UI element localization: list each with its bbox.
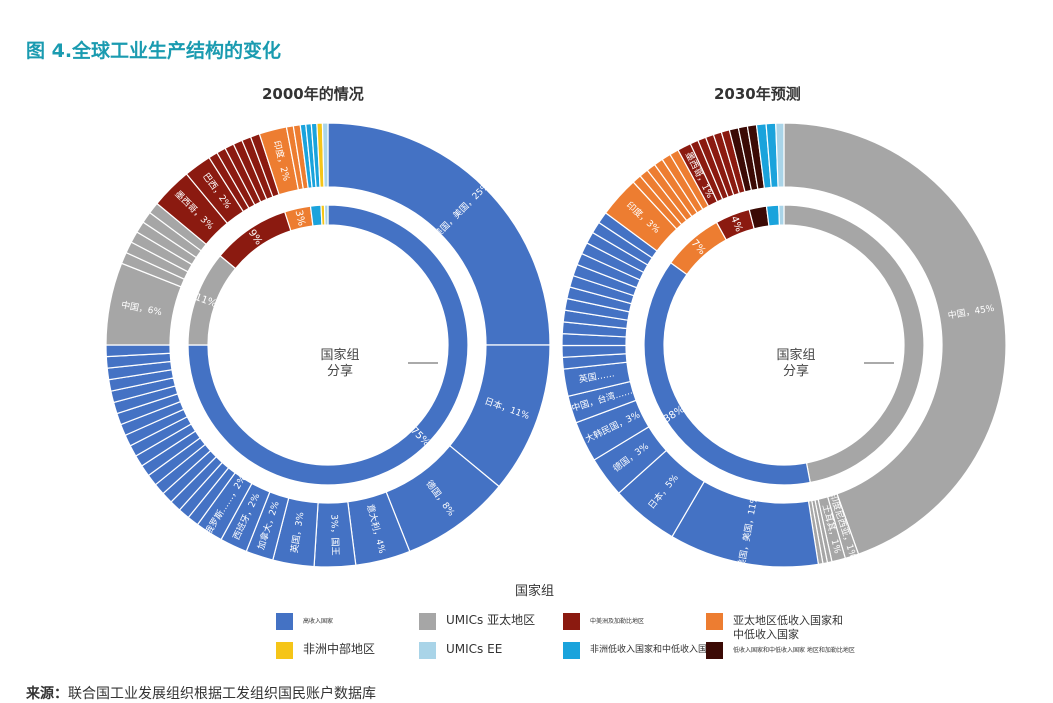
- legend-swatch-umics-ee: [419, 642, 436, 659]
- legend-item-latam: 中美洲及加勒比地区: [563, 613, 644, 630]
- legend-item-umics-ee: UMICs EE: [419, 642, 502, 659]
- legend-label-africa-central: 非洲中部地区: [303, 642, 376, 656]
- donut-2030-outer-segment-17: [775, 122, 785, 188]
- donut-2000-inner-label-3: 3%: [293, 209, 307, 227]
- chart-title-2000: 2000年的情况: [262, 85, 364, 103]
- legend-item-other-low-income: 低收入国家和中低收入国家 地区和加勒比地区: [706, 642, 855, 659]
- charts-canvas: 美国，美国，25%日本，11%德国，8%意大利，4%3%，国王英国，3%加拿大，…: [105, 122, 1007, 569]
- donut-2000-inner-segment-4: [309, 204, 323, 227]
- legend-label-asia-low-income: 亚太地区低收入国家和中低收入国家: [733, 614, 843, 641]
- source-label: 来源：: [26, 686, 68, 702]
- legend-swatch-high-income: [276, 613, 293, 630]
- legend-swatch-africa-low-income: [563, 642, 580, 659]
- legend-item-umics-asia: UMICs 亚太地区: [419, 613, 535, 630]
- legend-item-high-income: 高收入国家: [276, 613, 333, 630]
- legend-label-other-low-income: 低收入国家和中低收入国家 地区和加勒比地区: [733, 647, 855, 654]
- legend-item-asia-low-income: 亚太地区低收入国家和中低收入国家: [706, 613, 853, 642]
- donut-2000-inner-segment-0: [187, 204, 469, 486]
- legend-swatch-other-low-income: [706, 642, 723, 659]
- donut-2030-inner-label-3: 4%: [728, 215, 744, 234]
- donut-2030-center-label-1: 分享: [783, 363, 809, 379]
- legend-title: 国家组: [515, 584, 555, 599]
- donut-2030-inner-segment-0: [783, 204, 925, 484]
- donut-2000-center-label-0: 国家组: [320, 347, 359, 363]
- donut-2000-outer-segment-0: [327, 122, 551, 346]
- legend-swatch-latam: [563, 613, 580, 630]
- legend-label-umics-asia: UMICs 亚太地区: [446, 613, 536, 627]
- legend-swatch-umics-asia: [419, 613, 436, 630]
- donut-2000-outer-segment-19: [321, 122, 329, 188]
- donut-2000-outer-label-4: 3%，国王: [328, 514, 340, 556]
- donut-2000-inner-segment-6: [323, 204, 329, 226]
- donut-2030-inner-segment-6: [778, 204, 785, 226]
- figure-title: 图 4.全球工业生产结构的变化: [26, 40, 282, 62]
- legend-item-africa-central: 非洲中部地区: [276, 642, 375, 659]
- legend-swatch-africa-central: [276, 642, 293, 659]
- legend-label-africa-low-income: 非洲低收入国家和中低收入国家: [590, 645, 717, 655]
- legend-item-africa-low-income: 非洲低收入国家和中低收入国家: [563, 642, 716, 659]
- legend-label-umics-ee: UMICs EE: [446, 642, 503, 656]
- source-note: 来源：联合国工业发展组织根据工发组织国民账户数据库: [26, 683, 376, 703]
- donut-2030-outer-segment-0: [783, 122, 1007, 555]
- source-text: 联合国工业发展组织根据工发组织国民账户数据库: [68, 686, 376, 702]
- donut-2030-inner-segment-5: [765, 204, 781, 227]
- donut-2000-center-label-1: 分享: [327, 363, 353, 379]
- donut-2030-center-label-0: 国家组: [776, 347, 815, 363]
- legend-swatch-asia-low-income: [706, 613, 723, 630]
- legend-label-latam: 中美洲及加勒比地区: [590, 618, 645, 625]
- legend-label-high-income: 高收入国家: [303, 618, 334, 625]
- chart-title-2030: 2030年预测: [714, 85, 801, 103]
